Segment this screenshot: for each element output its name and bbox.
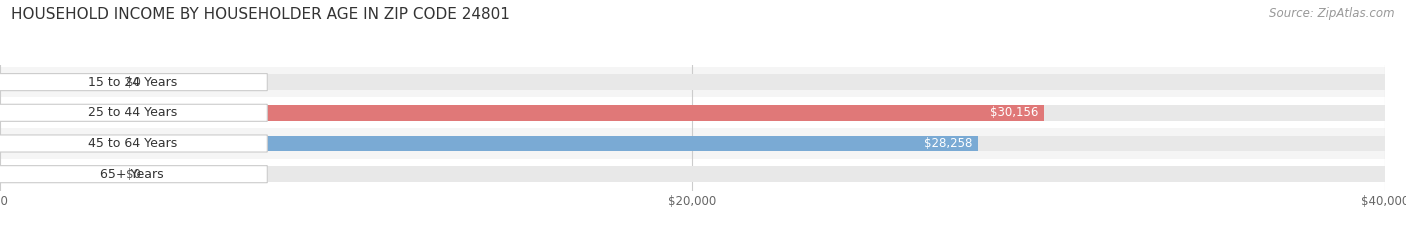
Bar <box>0 105 1385 121</box>
Bar <box>0 136 1385 151</box>
Text: 25 to 44 Years: 25 to 44 Years <box>87 106 177 119</box>
FancyBboxPatch shape <box>0 104 267 121</box>
Bar <box>0 128 1385 159</box>
Text: $0: $0 <box>127 76 141 89</box>
Bar <box>0 105 1045 121</box>
Bar <box>0 159 1385 189</box>
Bar <box>0 74 1385 90</box>
Text: 45 to 64 Years: 45 to 64 Years <box>87 137 177 150</box>
Bar <box>0 136 979 151</box>
Text: $30,156: $30,156 <box>990 106 1039 119</box>
Bar <box>0 67 1385 97</box>
Text: 15 to 24 Years: 15 to 24 Years <box>87 76 177 89</box>
FancyBboxPatch shape <box>0 135 267 152</box>
Bar <box>0 74 118 90</box>
FancyBboxPatch shape <box>0 74 267 91</box>
FancyBboxPatch shape <box>0 166 267 183</box>
Bar <box>0 97 1385 128</box>
Text: $0: $0 <box>127 168 141 181</box>
Bar <box>0 166 118 182</box>
Bar <box>0 166 1385 182</box>
Text: HOUSEHOLD INCOME BY HOUSEHOLDER AGE IN ZIP CODE 24801: HOUSEHOLD INCOME BY HOUSEHOLDER AGE IN Z… <box>11 7 510 22</box>
Text: $28,258: $28,258 <box>925 137 973 150</box>
Text: 65+ Years: 65+ Years <box>100 168 165 181</box>
Text: Source: ZipAtlas.com: Source: ZipAtlas.com <box>1270 7 1395 20</box>
